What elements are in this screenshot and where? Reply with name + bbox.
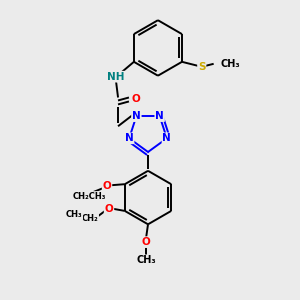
Text: CH₃: CH₃ (66, 210, 82, 219)
Text: CH₃: CH₃ (136, 255, 156, 265)
Text: O: O (131, 94, 140, 104)
Text: NH: NH (107, 72, 125, 82)
Text: CH₃: CH₃ (220, 59, 240, 69)
Text: CH₂CH₃: CH₂CH₃ (73, 192, 106, 201)
Text: N: N (125, 133, 134, 143)
Text: O: O (103, 181, 111, 191)
Text: N: N (155, 111, 164, 121)
Text: N: N (132, 111, 141, 121)
Text: N: N (163, 133, 171, 143)
Text: O: O (105, 204, 113, 214)
Text: CH₂: CH₂ (82, 214, 99, 224)
Text: S: S (198, 62, 206, 72)
Text: O: O (93, 220, 94, 221)
Text: O: O (142, 237, 150, 247)
